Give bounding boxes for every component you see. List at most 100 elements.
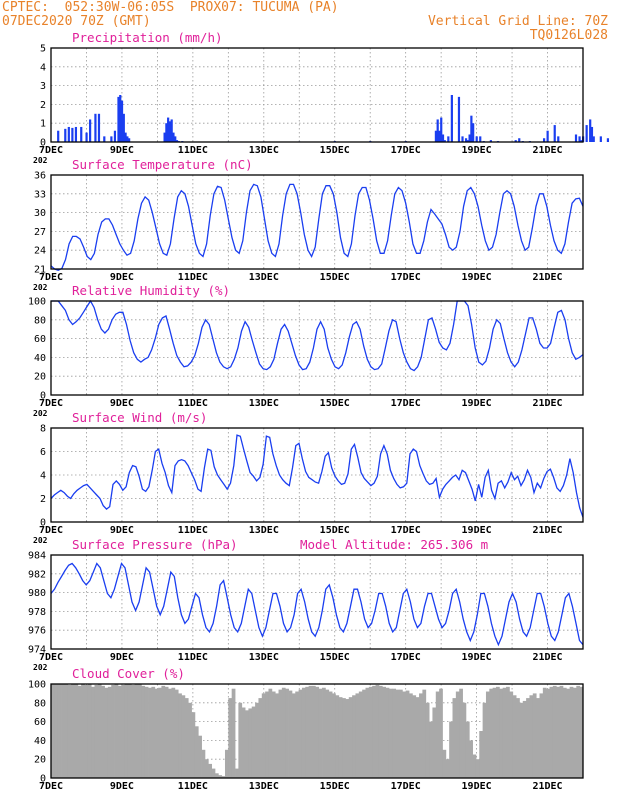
x-year-label: 202 <box>33 283 48 292</box>
precip-bar <box>466 140 469 142</box>
y-tick-label: 976 <box>28 626 46 637</box>
precip-bar <box>119 95 122 142</box>
cloud-bar <box>342 698 346 778</box>
x-tick-label: 9DEC <box>110 525 134 536</box>
precip-bar <box>606 138 610 142</box>
cloud-bar <box>271 691 276 778</box>
cloud-bar <box>278 689 283 778</box>
precip-bar <box>574 134 578 142</box>
cloud-bar <box>64 684 69 778</box>
cloud-bar <box>328 691 333 778</box>
cloud-bar <box>201 749 206 778</box>
cloud-bar <box>358 691 363 778</box>
precip-bar <box>475 136 478 142</box>
cloud-bar <box>291 693 296 778</box>
cloud-bar <box>61 684 65 778</box>
precip-bar <box>590 126 594 142</box>
cloud-bar <box>452 698 457 778</box>
precip-bar <box>103 136 106 142</box>
cloud-bar <box>539 693 544 778</box>
cloud-bar <box>572 687 577 778</box>
precip-bar <box>97 113 101 142</box>
precip-bar <box>457 96 461 142</box>
y-tick-label: 6 <box>40 447 46 458</box>
cloud-bar <box>378 685 383 778</box>
precip-bar <box>174 136 177 142</box>
cloud-bar <box>345 699 350 778</box>
precip-bar <box>546 130 549 142</box>
cloud-bar <box>224 749 229 778</box>
precip-bar <box>514 140 517 142</box>
x-tick-label: 7DEC <box>39 525 63 536</box>
x-tick-label: 7DEC <box>39 398 63 409</box>
cloud-bar <box>74 684 79 778</box>
cloud-bar <box>51 684 55 778</box>
precip-bar <box>71 127 74 142</box>
series-line-1 <box>50 183 584 272</box>
precip-bar <box>468 134 471 142</box>
cloud-bar <box>362 689 366 778</box>
cloud-bar <box>352 695 356 778</box>
cloud-bar <box>144 686 149 778</box>
cloud-bar <box>211 768 216 778</box>
panel-title: Surface Wind (m/s) <box>72 410 207 425</box>
y-tick-label: 5 <box>40 44 46 55</box>
x-tick-label: 9DEC <box>110 652 134 663</box>
precip-bar <box>470 115 473 142</box>
cloud-bar <box>151 686 156 778</box>
cloud-bar <box>532 693 537 778</box>
cloud-bar <box>164 686 169 778</box>
x-tick-label: 7DEC <box>39 272 63 283</box>
cloud-bar <box>556 686 560 778</box>
precip-bar <box>443 140 446 142</box>
cloud-bar <box>562 687 567 778</box>
cloud-bar <box>281 687 286 778</box>
x-tick-label: 9DEC <box>110 272 134 283</box>
cloud-bar <box>221 776 226 778</box>
cloud-bar <box>499 688 504 778</box>
y-tick-label: 60 <box>34 334 46 345</box>
y-tick-label: 4 <box>40 62 46 73</box>
y-tick-label: 0 <box>40 391 46 402</box>
cloud-bar <box>536 698 540 778</box>
cloud-bar <box>218 775 223 778</box>
x-tick-label: 11DEC <box>178 145 208 156</box>
cloud-bar <box>91 686 95 778</box>
cloud-bar <box>519 702 524 778</box>
cloud-bar <box>77 685 82 778</box>
cloud-bar <box>137 684 142 778</box>
x-tick-label: 9DEC <box>110 781 134 792</box>
precip-bar <box>168 121 172 142</box>
y-tick-label: 100 <box>28 297 46 308</box>
cloud-bar <box>409 693 413 778</box>
cloud-bar <box>171 687 176 778</box>
cloud-bar <box>131 684 136 778</box>
cloud-bar <box>101 685 105 778</box>
x-tick-label: 19DEC <box>462 398 492 409</box>
precip-bar <box>163 132 166 142</box>
cloud-bar <box>576 685 581 778</box>
y-tick-label: 24 <box>34 246 46 257</box>
precip-bar <box>461 136 464 142</box>
header-line1: CPTEC: 052:30W-06:05S PROX07: TUCUMA (PA… <box>2 0 339 15</box>
cloud-bar <box>479 731 484 778</box>
cloud-bar <box>485 691 490 778</box>
x-tick-label: 13DEC <box>249 652 279 663</box>
precip-bar <box>599 136 602 142</box>
precip-bar <box>580 140 583 142</box>
cloud-bar <box>198 735 202 778</box>
panel-title: Surface Pressure (hPa) <box>72 537 238 552</box>
precip-bar <box>126 136 129 142</box>
panel-title: Cloud Cover (%) <box>72 666 185 681</box>
x-tick-label: 13DEC <box>249 398 279 409</box>
cloud-bar <box>67 684 72 778</box>
cloud-bar <box>465 721 470 778</box>
cloud-bar <box>469 740 473 778</box>
precip-bar <box>592 136 595 142</box>
y-tick-label: 30 <box>34 208 46 219</box>
cloud-bar <box>552 685 557 778</box>
x-tick-label: 11DEC <box>178 525 208 536</box>
x-tick-label: 17DEC <box>391 398 421 409</box>
cloud-bar <box>318 688 323 778</box>
